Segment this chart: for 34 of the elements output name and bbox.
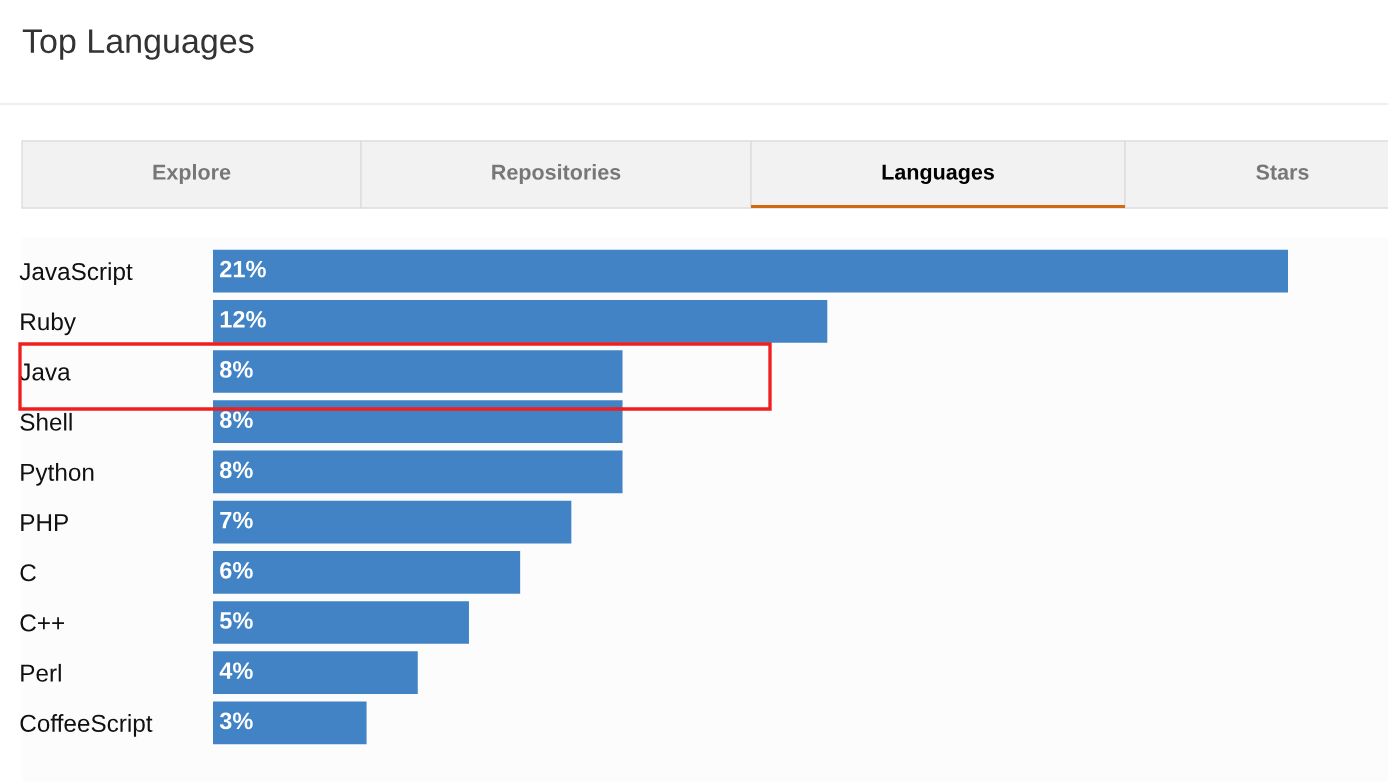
data-label: 8% [220, 461, 253, 479]
chart-title: Top Languages [22, 29, 254, 60]
y-tick-label: CoffeeScript [20, 714, 153, 737]
text: Repositories [492, 163, 621, 185]
bar [213, 651, 418, 695]
data-label: 12% [220, 310, 266, 328]
bar [213, 601, 469, 644]
bar [213, 299, 828, 343]
bar [213, 550, 521, 594]
data-label: 7% [220, 511, 253, 529]
data-label: 8% [220, 411, 253, 429]
y-tick-label: Perl [21, 663, 61, 682]
text: Explore [153, 163, 231, 185]
y-tick-label: Python [21, 463, 94, 486]
bar [213, 500, 572, 544]
y-tick-label: C [20, 564, 36, 582]
data-label: 21% [220, 260, 266, 278]
data-label: 6% [220, 561, 253, 579]
data-label: 4% [219, 662, 253, 679]
y-tick-label: PHP [21, 514, 68, 531]
bar [213, 450, 623, 494]
bar [213, 350, 623, 393]
text: Languages [882, 164, 994, 185]
text: Stars [1256, 164, 1309, 180]
data-label: 8% [220, 361, 253, 378]
y-tick-label: JavaScript [19, 262, 133, 285]
bar [213, 701, 367, 745]
bar [213, 249, 1289, 293]
y-tick-label: C++ [20, 614, 64, 632]
bar [213, 400, 623, 444]
data-label: 3% [219, 712, 253, 730]
y-tick-label: Shell [20, 412, 72, 431]
y-tick-label: Ruby [21, 312, 76, 336]
data-label: 5% [219, 612, 253, 629]
